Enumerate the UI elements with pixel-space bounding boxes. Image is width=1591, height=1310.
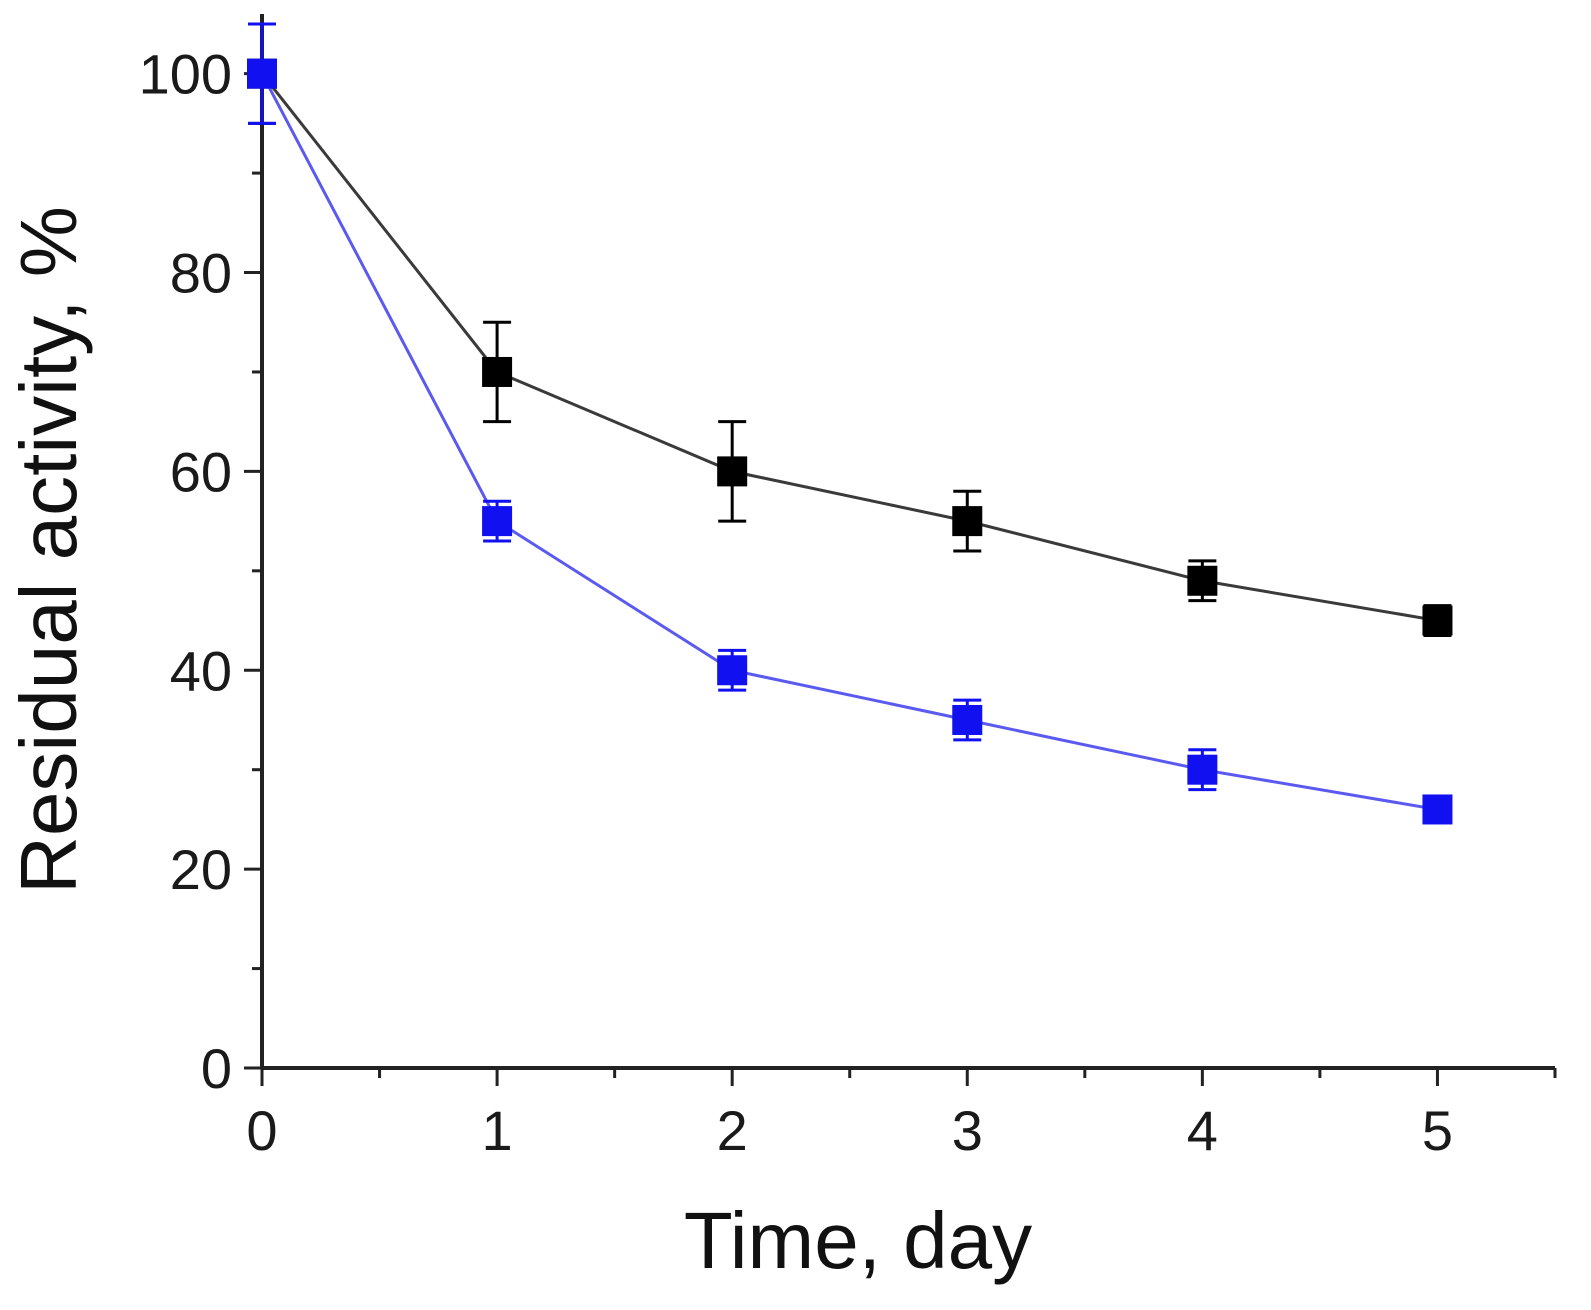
x-tick-label: 0 xyxy=(246,1099,277,1162)
x-tick-label: 3 xyxy=(952,1099,983,1162)
data-point xyxy=(952,506,983,537)
data-point xyxy=(717,655,748,686)
x-tick-label: 5 xyxy=(1422,1099,1453,1162)
y-tick-label: 60 xyxy=(170,440,232,503)
y-tick-label: 40 xyxy=(170,639,232,702)
x-tick-label: 4 xyxy=(1187,1099,1218,1162)
series-blue xyxy=(247,22,1453,825)
y-tick-label: 100 xyxy=(139,43,232,106)
data-point xyxy=(482,506,513,537)
y-tick-label: 20 xyxy=(170,838,232,901)
y-tick-label: 0 xyxy=(201,1037,232,1100)
series-layer xyxy=(247,22,1453,825)
series-line-black xyxy=(260,72,1438,623)
x-tick-label: 1 xyxy=(482,1099,513,1162)
data-point xyxy=(247,58,277,89)
data-point xyxy=(1422,794,1453,825)
series-line-blue xyxy=(260,72,1438,811)
data-point xyxy=(482,356,513,387)
data-point xyxy=(952,704,983,735)
y-axis-title: Residual activity, % xyxy=(4,206,93,894)
data-point xyxy=(1187,565,1218,596)
y-tick-label: 80 xyxy=(170,242,232,305)
data-point xyxy=(717,456,748,487)
data-point xyxy=(1422,605,1453,636)
data-point xyxy=(1187,754,1218,785)
axes: 0 1 2 3 4 5 0 20 40 60 80 100 xyxy=(139,14,1557,1162)
x-tick-label: 2 xyxy=(717,1099,748,1162)
series-black xyxy=(247,22,1453,637)
x-axis-title: Time, day xyxy=(684,1196,1032,1285)
